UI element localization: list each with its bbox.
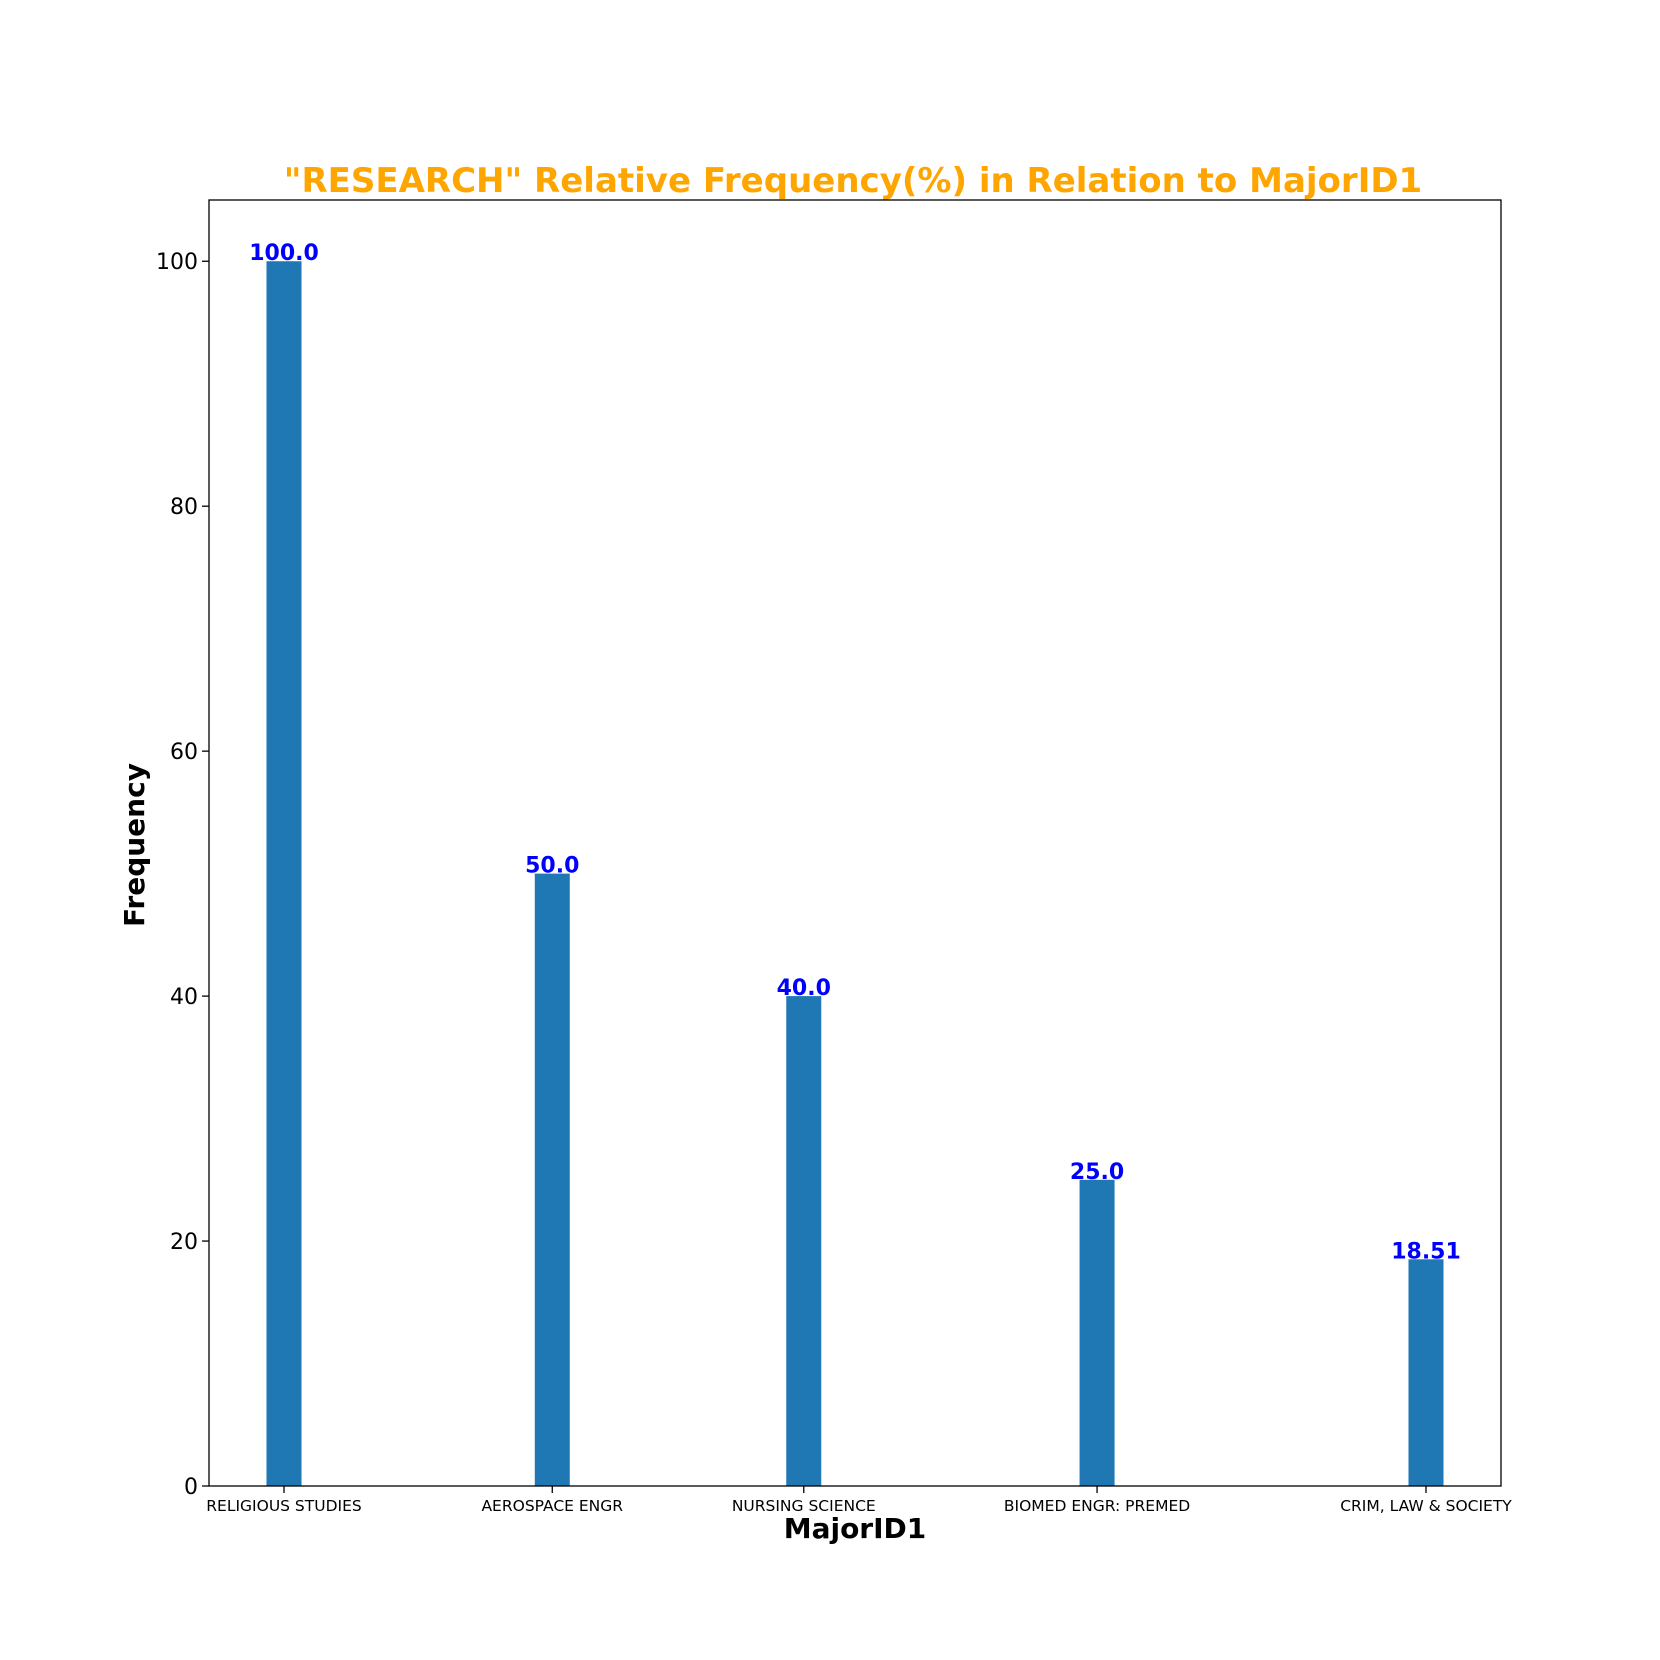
- bar: [266, 261, 302, 1487]
- x-axis-label: MajorID1: [784, 1512, 927, 1545]
- plot-frame: [208, 199, 1502, 1487]
- bar: [1079, 1179, 1115, 1486]
- bar: [1408, 1259, 1444, 1486]
- plot-area: 0 20 40 60 80 100 100.0 RELIGIOUS STUDIES 50.0 AE…: [156, 241, 1512, 1515]
- x-tick-label: RELIGIOUS STUDIES: [206, 1497, 361, 1515]
- bar-value-label: 100.0: [249, 241, 319, 266]
- bar: [786, 996, 822, 1486]
- y-tick-label: 20: [170, 1230, 198, 1255]
- x-tick-label: CRIM, LAW & SOCIETY: [1340, 1497, 1512, 1515]
- y-tick-label: 60: [170, 740, 198, 765]
- x-tick-label: BIOMED ENGR: PREMED: [1004, 1497, 1190, 1515]
- bar: [534, 873, 570, 1486]
- bar-value-label: 50.0: [525, 854, 579, 879]
- x-tick-label: NURSING SCIENCE: [732, 1497, 876, 1515]
- x-tick-label: AEROSPACE ENGR: [481, 1497, 623, 1515]
- y-tick-label: 40: [170, 985, 198, 1010]
- bar-value-label: 40.0: [777, 976, 831, 1001]
- chart-title: "RESEARCH" Relative Frequency(%) in Rela…: [284, 161, 1422, 201]
- y-tick-label: 80: [170, 495, 198, 520]
- y-axis-label: Frequency: [118, 763, 151, 927]
- bar-value-label: 25.0: [1070, 1160, 1124, 1185]
- y-tick-label: 0: [184, 1475, 198, 1500]
- y-tick-label: 100: [156, 250, 198, 275]
- bar-value-label: 18.51: [1391, 1239, 1461, 1264]
